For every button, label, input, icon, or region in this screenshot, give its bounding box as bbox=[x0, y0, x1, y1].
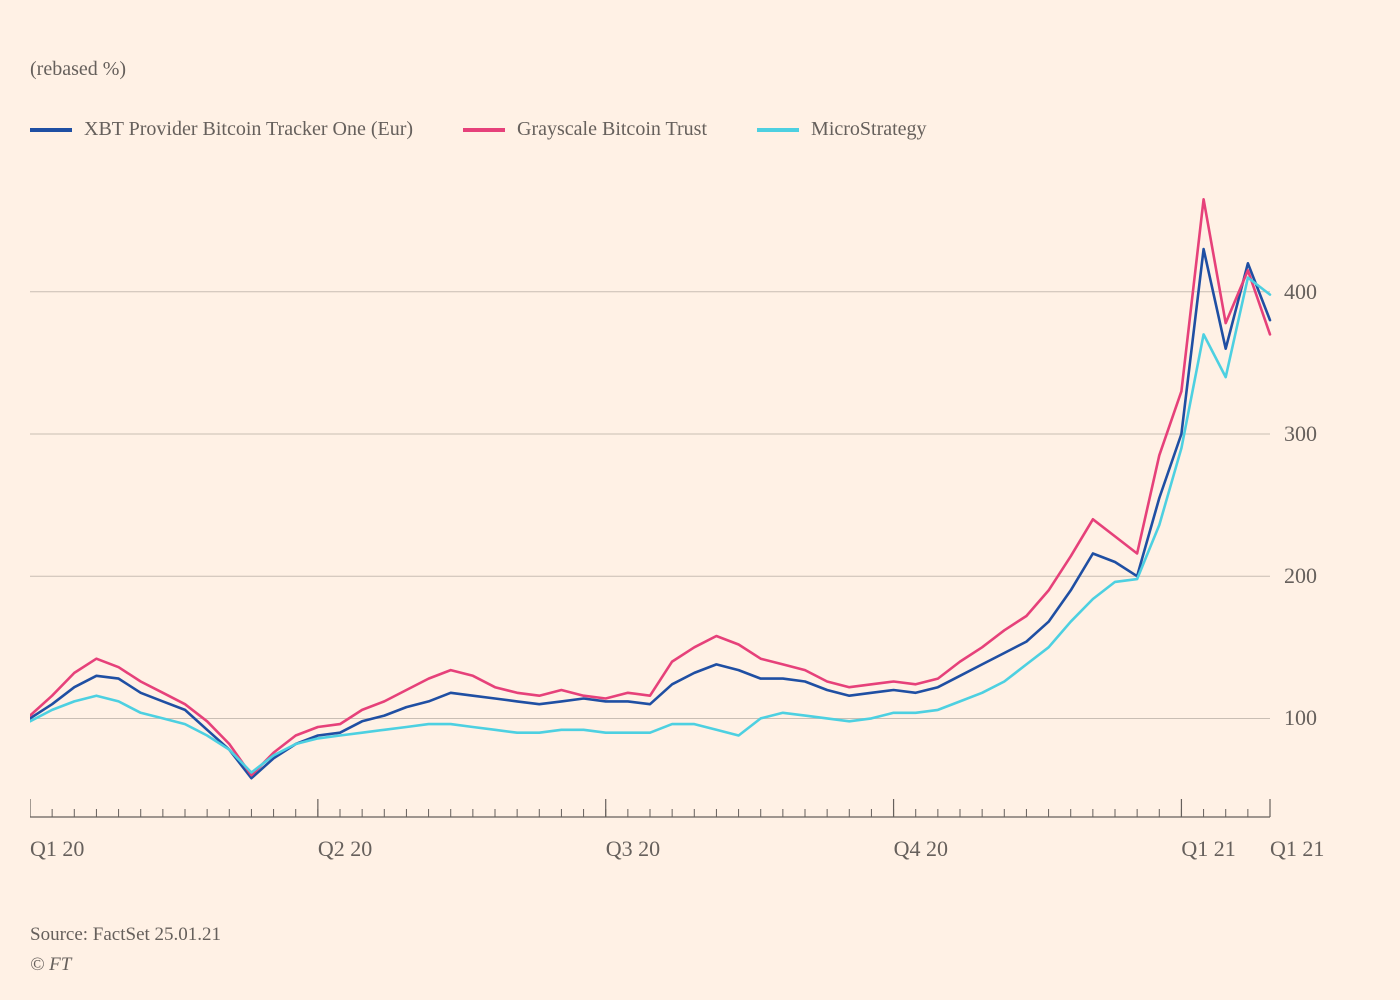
legend: XBT Provider Bitcoin Tracker One (Eur) G… bbox=[30, 118, 927, 141]
x-tick-label: Q4 20 bbox=[894, 836, 948, 862]
legend-item: Grayscale Bitcoin Trust bbox=[463, 118, 707, 141]
x-tick-label: Q2 20 bbox=[318, 836, 372, 862]
source-text: Source: FactSet 25.01.21 bbox=[30, 924, 221, 946]
legend-swatch bbox=[30, 128, 72, 132]
y-tick-label: 100 bbox=[1284, 705, 1317, 731]
x-tick-label: Q1 20 bbox=[30, 836, 84, 862]
chart-subtitle: (rebased %) bbox=[30, 58, 126, 81]
legend-item: MicroStrategy bbox=[757, 118, 927, 141]
x-tick-label: Q1 21 bbox=[1270, 836, 1324, 862]
legend-item: XBT Provider Bitcoin Tracker One (Eur) bbox=[30, 118, 413, 141]
y-tick-label: 300 bbox=[1284, 421, 1317, 447]
y-tick-label: 200 bbox=[1284, 563, 1317, 589]
y-tick-label: 400 bbox=[1284, 279, 1317, 305]
x-tick-label: Q1 21 bbox=[1181, 836, 1235, 862]
legend-swatch bbox=[463, 128, 505, 132]
chart-container: (rebased %) XBT Provider Bitcoin Tracker… bbox=[0, 0, 1400, 1000]
copyright-text: © FT bbox=[30, 954, 71, 976]
legend-label: XBT Provider Bitcoin Tracker One (Eur) bbox=[84, 118, 413, 141]
chart-plot bbox=[30, 178, 1330, 818]
legend-label: MicroStrategy bbox=[811, 118, 927, 141]
legend-label: Grayscale Bitcoin Trust bbox=[517, 118, 707, 141]
x-tick-label: Q3 20 bbox=[606, 836, 660, 862]
legend-swatch bbox=[757, 128, 799, 132]
